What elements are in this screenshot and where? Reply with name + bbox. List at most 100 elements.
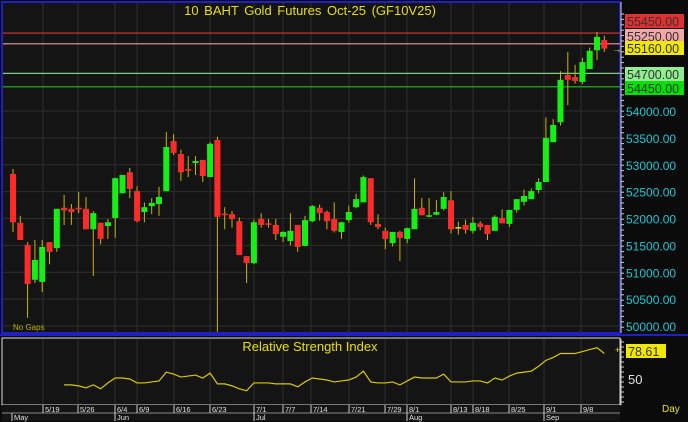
candle-body: [389, 231, 396, 244]
y-tick-label: 52000.00: [626, 213, 676, 227]
y-tick-label: 53500.00: [626, 132, 676, 146]
candle-body: [31, 259, 38, 280]
candle-body: [272, 224, 279, 235]
candle-body: [331, 219, 338, 231]
candle-body: [499, 217, 506, 224]
month-tick-label: Jun: [117, 413, 129, 422]
candle-body: [199, 159, 206, 177]
month-tick-label: Sep: [546, 413, 559, 422]
candle-body: [134, 191, 141, 222]
candle-body: [229, 214, 235, 220]
candle-body: [594, 36, 600, 51]
candle-body: [192, 160, 199, 164]
rsi-tick-label: 50: [628, 372, 642, 387]
level-label-bg: [625, 14, 684, 28]
candle-body: [469, 222, 476, 231]
candle-body: [170, 141, 177, 153]
candle-body: [287, 230, 294, 242]
date-tick-label: 8/18: [475, 405, 490, 414]
candle-body: [302, 220, 308, 246]
candle-body: [156, 197, 162, 204]
candle-body: [265, 223, 272, 225]
candle-body: [586, 50, 593, 70]
candle-body: [360, 177, 367, 203]
candle-body: [61, 207, 68, 211]
candle-body: [564, 74, 571, 80]
y-tick-label: 52500.00: [626, 186, 676, 200]
candle-body: [294, 224, 301, 247]
candle-body: [440, 197, 447, 209]
candle-body: [316, 207, 323, 214]
date-tick-label: 5/19: [45, 405, 60, 414]
level-label-bg: [625, 29, 684, 43]
date-tick-label: 9/1: [546, 405, 556, 414]
level-label: 55250.00: [627, 30, 679, 44]
candle-body: [68, 208, 75, 213]
candle-body: [10, 173, 16, 223]
rsi-title: Relative Strength Index: [242, 339, 378, 354]
candle-body: [177, 154, 184, 173]
y-tick-label: 50000.00: [626, 320, 676, 334]
candle-body: [579, 62, 586, 82]
date-tick-label: 6/16: [176, 405, 191, 414]
candle-body: [601, 40, 608, 49]
y-tick-label: 51000.00: [626, 266, 676, 280]
candle-body: [382, 230, 389, 239]
y-tick-label: 51500.00: [626, 239, 676, 253]
level-label: 54700.00: [627, 68, 679, 82]
candle-body: [521, 195, 527, 202]
candle-body: [243, 256, 250, 264]
candle-body: [104, 222, 111, 227]
rsi-line: [64, 346, 605, 392]
period-label[interactable]: Day: [662, 404, 680, 415]
candle-body: [309, 206, 316, 222]
date-tick-label: 7/1: [256, 405, 266, 414]
candle-body: [163, 147, 170, 192]
rsi-last-arrow: +: [615, 345, 620, 355]
candle-body: [491, 216, 498, 231]
candle-body: [236, 221, 243, 256]
level-label-bg: [625, 81, 684, 95]
candle-body: [338, 222, 345, 232]
candle-body: [83, 208, 89, 230]
candle-body: [345, 212, 352, 221]
candle-body: [53, 208, 60, 249]
candle-body: [148, 202, 155, 207]
date-tick-label: 7/29: [387, 405, 402, 414]
candle-body: [46, 242, 53, 252]
date-tick-label: 6/23: [212, 405, 227, 414]
candle-body: [24, 244, 31, 285]
candle-body: [411, 208, 418, 230]
candle-body: [404, 228, 411, 239]
chart-title: 10 BAHT Gold Futures Oct-25 (GF10V25): [184, 3, 436, 18]
month-tick-label: May: [14, 413, 28, 422]
candle-body: [353, 199, 360, 208]
candle-body: [250, 222, 257, 264]
candle-body: [418, 207, 425, 216]
candle-body: [426, 215, 433, 217]
last-price-arrow: →: [612, 45, 622, 56]
candle-body: [462, 224, 469, 230]
level-label: 55450.00: [627, 15, 679, 29]
candle-body: [542, 137, 549, 182]
y-tick-label: 50500.00: [626, 293, 676, 307]
candle-body: [557, 79, 564, 123]
level-label-bg: [625, 67, 684, 81]
candle-body: [97, 222, 104, 239]
candle-body: [513, 199, 520, 210]
candle-body: [112, 178, 119, 218]
candle-body: [484, 224, 491, 235]
candle-body: [367, 178, 374, 223]
last-price-label-bg: [625, 41, 684, 55]
month-tick-label: Aug: [409, 413, 422, 422]
candle-body: [141, 207, 148, 213]
month-tick-label: Jul: [256, 413, 266, 422]
candle-body: [280, 231, 287, 237]
candle-body: [535, 181, 542, 191]
date-tick-label: 7/7: [285, 405, 295, 414]
level-label: 54450.00: [627, 82, 679, 96]
rsi-last-label: 78.61: [628, 345, 659, 359]
candle-body: [433, 212, 440, 215]
candle-body: [477, 223, 484, 228]
